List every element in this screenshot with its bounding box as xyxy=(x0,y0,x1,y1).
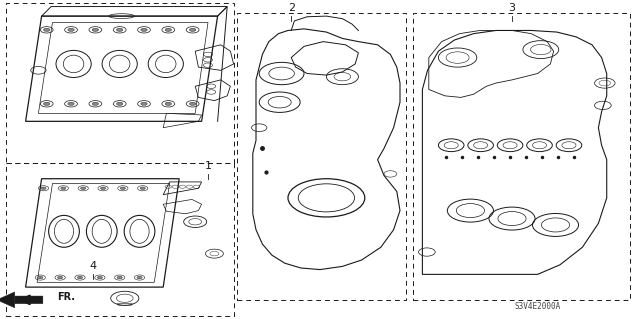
Circle shape xyxy=(165,102,172,105)
Circle shape xyxy=(41,187,46,189)
Circle shape xyxy=(116,28,123,31)
Circle shape xyxy=(61,187,66,189)
Circle shape xyxy=(97,276,102,279)
Circle shape xyxy=(92,102,99,105)
Circle shape xyxy=(38,276,43,279)
Circle shape xyxy=(81,187,86,189)
Circle shape xyxy=(100,187,106,189)
Circle shape xyxy=(116,102,123,105)
Circle shape xyxy=(137,276,142,279)
Circle shape xyxy=(165,28,172,31)
Circle shape xyxy=(58,276,63,279)
Circle shape xyxy=(189,28,196,31)
Text: 1: 1 xyxy=(205,161,211,171)
Circle shape xyxy=(140,187,145,189)
Text: 2: 2 xyxy=(287,3,295,13)
Text: FR.: FR. xyxy=(58,292,76,302)
Circle shape xyxy=(68,28,74,31)
Circle shape xyxy=(120,187,125,189)
Circle shape xyxy=(44,102,50,105)
Circle shape xyxy=(189,102,196,105)
Text: S3V4E2000A: S3V4E2000A xyxy=(515,302,561,311)
Text: 3: 3 xyxy=(509,3,515,13)
Text: 4: 4 xyxy=(89,261,97,271)
Circle shape xyxy=(44,28,50,31)
Circle shape xyxy=(141,102,147,105)
Polygon shape xyxy=(0,292,43,308)
Circle shape xyxy=(68,102,74,105)
Circle shape xyxy=(92,28,99,31)
Circle shape xyxy=(141,28,147,31)
Circle shape xyxy=(117,276,122,279)
Circle shape xyxy=(77,276,83,279)
